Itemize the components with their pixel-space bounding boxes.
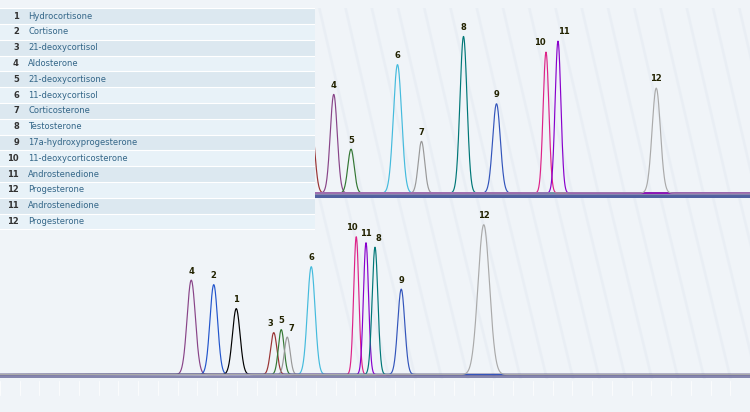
Text: 2: 2	[278, 57, 284, 66]
Text: 10: 10	[8, 154, 19, 163]
Text: 8: 8	[13, 122, 19, 131]
Text: 7: 7	[13, 106, 19, 115]
Text: 8: 8	[376, 234, 382, 243]
Text: 11: 11	[8, 201, 19, 210]
Text: 4: 4	[13, 59, 19, 68]
Bar	[0, 182, 315, 198]
Text: Progesterone: Progesterone	[28, 217, 85, 226]
Text: Hydrocortisone: Hydrocortisone	[28, 12, 92, 21]
Text: 1: 1	[230, 117, 236, 126]
Text: 4: 4	[331, 81, 337, 90]
Text: 2: 2	[13, 28, 19, 36]
Text: 1: 1	[13, 12, 19, 21]
Bar	[0, 119, 315, 135]
Bar	[0, 213, 315, 229]
Text: Aldosterone: Aldosterone	[28, 59, 79, 68]
Bar	[0, 56, 315, 71]
Text: 5: 5	[278, 316, 284, 325]
Text: 7: 7	[419, 128, 424, 137]
Text: Progesterone: Progesterone	[28, 185, 85, 194]
Bar	[0, 150, 315, 166]
Bar	[0, 71, 315, 87]
Bar	[0, 198, 315, 213]
Text: 11: 11	[558, 28, 570, 36]
Bar	[0, 24, 315, 40]
Text: 10: 10	[346, 223, 358, 232]
Text: Androstenedione: Androstenedione	[28, 170, 100, 178]
Text: 12: 12	[478, 211, 490, 220]
Text: 6: 6	[13, 91, 19, 100]
Text: 7: 7	[288, 323, 294, 332]
Text: 11-deoxycorticosterone: 11-deoxycorticosterone	[28, 154, 128, 163]
Text: 6: 6	[394, 51, 400, 60]
Text: 10: 10	[534, 38, 546, 47]
Text: 11-deoxycortisol: 11-deoxycortisol	[28, 91, 98, 100]
Text: Testosterone: Testosterone	[28, 122, 82, 131]
Text: 12: 12	[8, 185, 19, 194]
Bar	[0, 40, 315, 56]
Text: 11: 11	[8, 170, 19, 178]
Text: 12: 12	[8, 217, 19, 226]
Text: 8: 8	[460, 23, 466, 32]
Text: 1: 1	[233, 295, 239, 304]
Text: 5: 5	[348, 136, 354, 145]
Text: 3: 3	[308, 109, 314, 118]
Bar	[0, 166, 315, 182]
Text: 12: 12	[650, 75, 662, 83]
Text: 9: 9	[494, 90, 500, 99]
Text: 21-deoxycortisone: 21-deoxycortisone	[28, 75, 106, 84]
Text: 9: 9	[13, 138, 19, 147]
Bar	[0, 103, 315, 119]
Text: 11: 11	[360, 229, 372, 238]
Bar	[0, 135, 315, 150]
Text: Corticosterone: Corticosterone	[28, 106, 90, 115]
Bar	[0, 8, 315, 24]
Text: 9: 9	[398, 276, 404, 285]
Text: 21-deoxycortisol: 21-deoxycortisol	[28, 43, 98, 52]
Text: 2: 2	[211, 271, 217, 280]
Text: Androstenedione: Androstenedione	[28, 201, 100, 210]
Text: 6: 6	[308, 253, 314, 262]
Bar	[0, 87, 315, 103]
Text: 5: 5	[13, 75, 19, 84]
Text: Cortisone: Cortisone	[28, 28, 68, 36]
Text: 17a-hydroxyprogesterone: 17a-hydroxyprogesterone	[28, 138, 137, 147]
Text: 3: 3	[267, 319, 273, 328]
Text: 3: 3	[13, 43, 19, 52]
Text: 4: 4	[188, 267, 194, 276]
